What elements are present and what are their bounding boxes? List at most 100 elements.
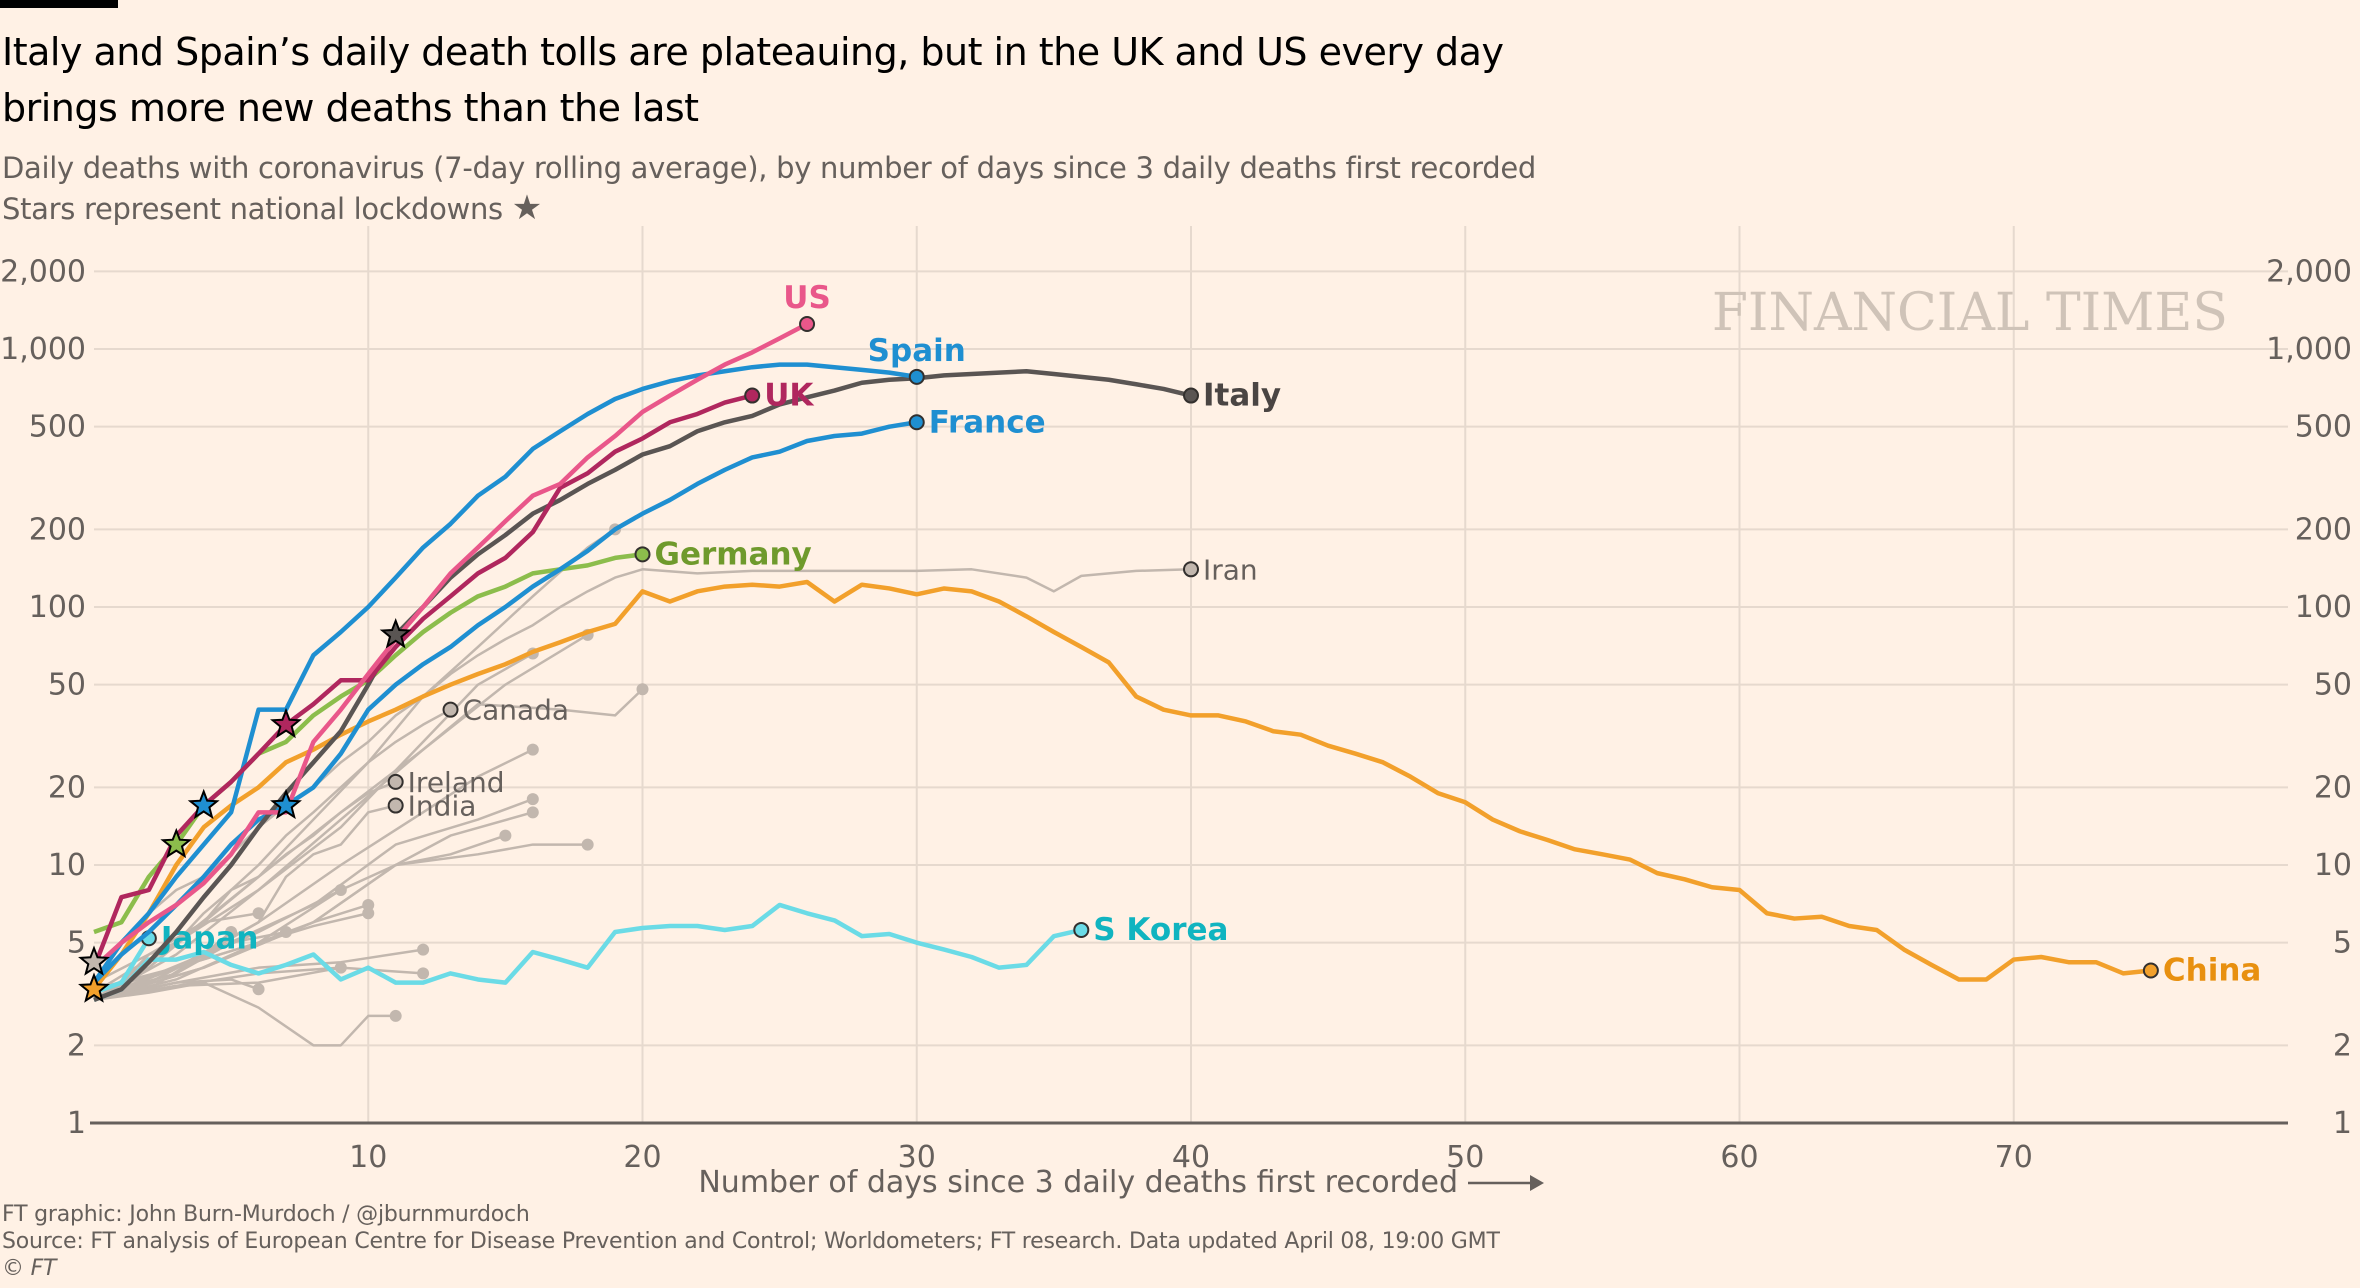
series-line-china: [92, 579, 2152, 991]
series-end-dot: [908, 414, 925, 431]
chart-title: Italy and Spain’s daily death tolls are …: [2, 30, 1504, 130]
series-line: [93, 912, 259, 984]
lockdown-star-icon: [270, 707, 302, 739]
y-tick-label-left: 1,000: [0, 332, 86, 367]
series-label: Iran: [1203, 553, 1258, 586]
lockdown-star-icon: [78, 945, 110, 976]
series-line: [93, 931, 232, 1002]
y-tick-label-left: 5: [67, 926, 86, 961]
series-end-dot: [1073, 921, 1090, 938]
x-tick-label: 30: [898, 1140, 936, 1175]
lockdown-star-icon: [379, 618, 412, 649]
series-line: [93, 930, 287, 998]
y-tick-label-left: 1: [67, 1106, 86, 1141]
series-line-ireland: [93, 780, 397, 1001]
watermark: FINANCIAL TIMES: [1712, 283, 2228, 343]
series-end-dot: [908, 368, 925, 385]
series-end-dot: [334, 961, 347, 974]
series-end-dot: [634, 546, 651, 563]
series-label: Italy: [1203, 378, 1281, 414]
series-end-dot: [417, 967, 430, 980]
series-line-canada: [93, 708, 452, 1001]
series-end-dot: [252, 983, 265, 996]
y-tick-label-right: 1,000: [2266, 332, 2352, 367]
series-end-dot: [387, 773, 404, 790]
series-label: France: [929, 404, 1046, 440]
chart-subtitle: Daily deaths with coronavirus (7-day rol…: [2, 151, 1537, 185]
series-end-dot: [499, 829, 512, 842]
series-end-dot: [442, 701, 459, 718]
series-label: India: [408, 790, 477, 823]
series-label: US: [783, 280, 831, 316]
y-tick-label-right: 2,000: [2266, 254, 2352, 289]
x-tick-label: 50: [1446, 1140, 1484, 1175]
series-label: Japan: [159, 920, 259, 956]
series-line-france: [92, 420, 918, 985]
x-tick-label: 60: [1720, 1140, 1758, 1175]
series-line-india: [93, 804, 396, 1002]
y-tick-label-left: 100: [29, 590, 86, 625]
y-tick-label-right: 100: [2295, 590, 2352, 625]
series-end-dot: [417, 943, 430, 956]
series-end-dot: [526, 806, 539, 819]
y-tick-label-right: 20: [2314, 770, 2352, 805]
series-label: S Korea: [1093, 912, 1228, 948]
series-end-dot: [334, 884, 347, 897]
series-label: China: [2163, 953, 2261, 989]
series-label: Spain: [868, 333, 966, 369]
lockdown-star-icon: [160, 827, 193, 859]
y-tick-label-right: 500: [2295, 410, 2352, 445]
x-tick-label: 10: [349, 1140, 387, 1175]
y-tick-label-right: 10: [2314, 848, 2352, 883]
star-icon: ★: [511, 188, 542, 228]
series-line: [93, 797, 534, 1002]
x-tick-label: 70: [1995, 1140, 2033, 1175]
y-tick-label-left: 2,000: [0, 254, 86, 289]
series-end-dot: [279, 925, 292, 938]
series-line-spain: [92, 362, 918, 984]
series-label: UK: [764, 378, 814, 414]
credit: FT graphic: John Burn-Murdoch / @jburnmu…: [2, 1202, 530, 1227]
x-tick-label: 20: [623, 1140, 661, 1175]
ft-brand-bar: [0, 0, 118, 8]
series-end-dot: [225, 925, 238, 938]
y-tick-label-right: 1: [2333, 1106, 2352, 1141]
y-tick-label-left: 10: [48, 848, 86, 883]
series-line: [93, 981, 396, 1047]
series-line: [93, 652, 534, 1001]
series-end-dot: [362, 907, 375, 920]
y-tick-label-right: 200: [2295, 512, 2352, 547]
lockdown-star-icon: [270, 788, 302, 820]
series-end-dot: [2142, 962, 2159, 979]
series-end-dot: [362, 898, 375, 911]
arrow-head-icon: [1530, 1175, 1544, 1191]
y-tick-label-left: 50: [48, 668, 86, 703]
source: Source: FT analysis of European Centre f…: [2, 1229, 1500, 1254]
series-end-dot: [387, 797, 404, 814]
stars-note: Stars represent national lockdowns: [2, 192, 503, 226]
series-end-dot: [526, 743, 539, 756]
series-end-dot: [1183, 387, 1199, 404]
series-line: [93, 912, 369, 1002]
y-tick-label-left: 500: [29, 410, 86, 445]
series-end-dot: [526, 793, 539, 806]
lockdown-star-icon: [78, 972, 110, 1003]
y-tick-label-right: 50: [2314, 668, 2352, 703]
chart-subtitle-stars: Stars represent national lockdowns ★: [2, 188, 542, 229]
series-end-dot: [389, 1009, 402, 1022]
series-label: Ireland: [408, 766, 505, 799]
y-tick-label-right: 2: [2333, 1028, 2352, 1063]
series-end-dot: [581, 838, 594, 851]
x-tick-label: 40: [1172, 1140, 1210, 1175]
y-tick-label-left: 2: [67, 1028, 86, 1063]
series-end-dot: [799, 315, 816, 332]
series-line-us: [92, 322, 809, 970]
series-label: Canada: [463, 694, 570, 727]
copyright: © FT: [2, 1256, 57, 1281]
series-end-dot: [636, 683, 649, 696]
lockdown-star-icon: [187, 788, 220, 820]
series-end-dot: [744, 387, 761, 404]
series-end-dot: [1183, 561, 1199, 578]
x-axis-label: Number of days since 3 daily deaths firs…: [698, 1165, 1458, 1200]
